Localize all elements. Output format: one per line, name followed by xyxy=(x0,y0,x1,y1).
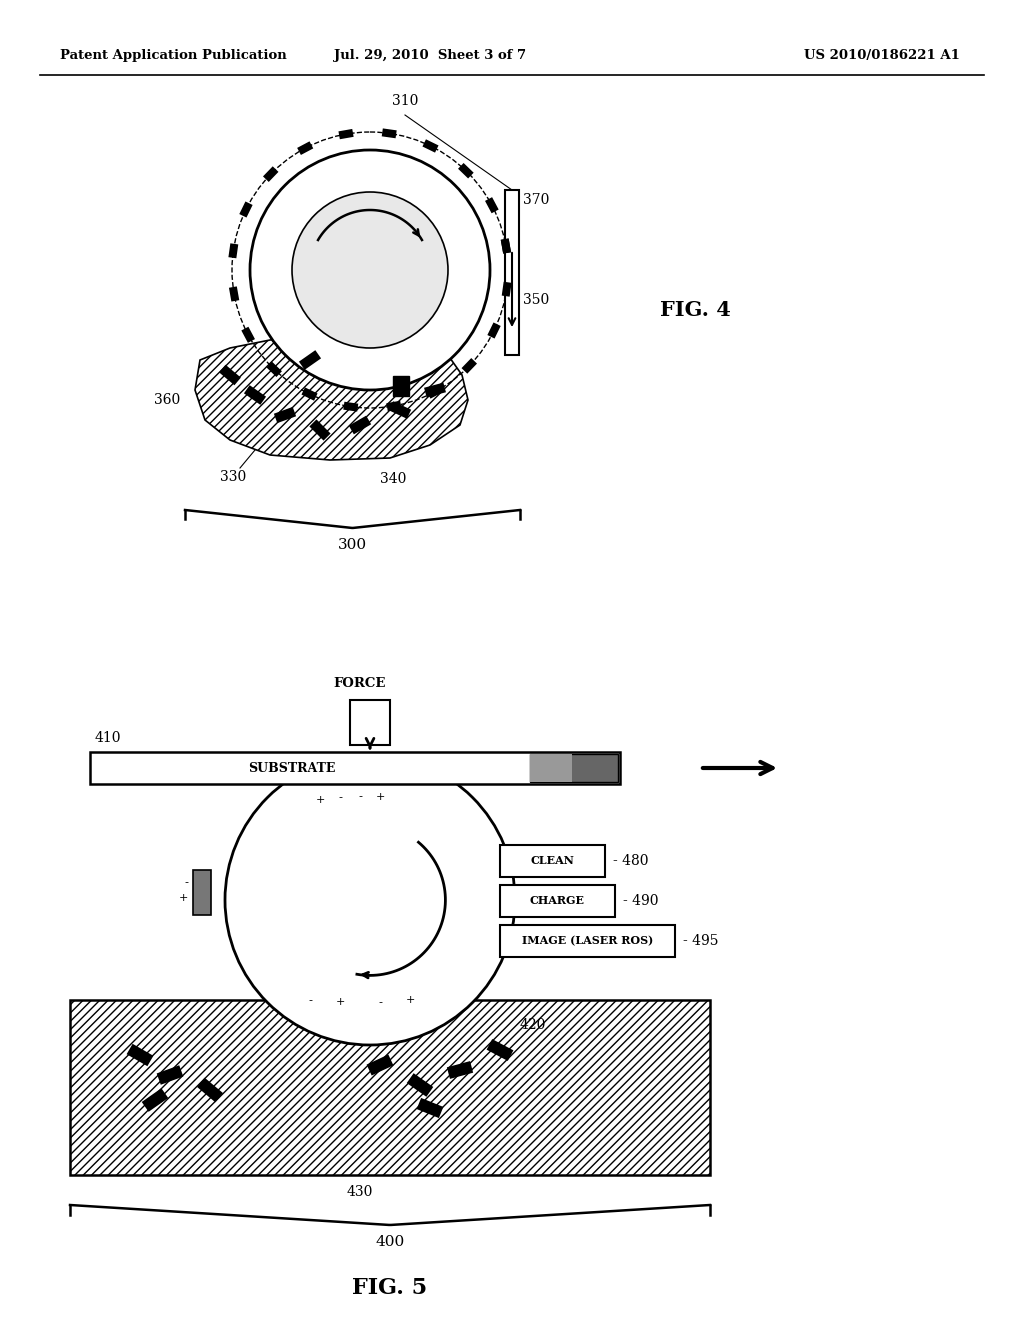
Bar xyxy=(530,754,618,781)
Text: +: + xyxy=(406,995,415,1005)
Bar xyxy=(228,243,239,259)
Bar xyxy=(500,884,615,917)
Bar xyxy=(263,166,279,182)
Bar xyxy=(382,128,396,139)
Text: 460: 460 xyxy=(425,1010,452,1024)
Text: 350: 350 xyxy=(523,293,549,308)
Text: Patent Application Publication: Patent Application Publication xyxy=(60,49,287,62)
Text: +: + xyxy=(376,792,385,803)
Bar xyxy=(343,401,358,412)
Text: -: - xyxy=(338,792,342,803)
Text: CHARGE: CHARGE xyxy=(530,895,585,907)
Text: -: - xyxy=(308,995,312,1005)
Bar xyxy=(244,385,266,405)
Bar xyxy=(70,1001,710,1175)
Bar xyxy=(530,754,572,781)
Bar xyxy=(90,752,620,784)
Text: 430: 430 xyxy=(347,1185,373,1199)
Bar xyxy=(462,358,477,374)
Bar xyxy=(297,141,313,154)
Bar xyxy=(141,1088,168,1111)
Text: 300: 300 xyxy=(338,539,367,552)
Text: 310: 310 xyxy=(392,94,418,108)
Bar xyxy=(501,239,511,253)
Bar xyxy=(407,1073,433,1097)
Bar xyxy=(339,129,353,139)
Circle shape xyxy=(225,755,515,1045)
Bar xyxy=(240,202,253,218)
Bar xyxy=(229,286,240,301)
Bar xyxy=(446,1061,473,1078)
Text: +: + xyxy=(178,894,188,903)
Bar xyxy=(299,350,322,370)
Bar xyxy=(423,140,438,153)
Bar xyxy=(393,376,409,396)
Bar xyxy=(197,1077,223,1102)
Bar xyxy=(219,364,241,385)
Bar xyxy=(500,845,605,876)
Text: 360: 360 xyxy=(154,393,180,407)
Polygon shape xyxy=(195,335,468,459)
Bar xyxy=(350,700,390,744)
Bar xyxy=(487,322,501,338)
Bar xyxy=(424,383,446,397)
Bar xyxy=(500,925,675,957)
Text: 370: 370 xyxy=(523,193,549,207)
Text: - 495: - 495 xyxy=(683,935,719,948)
Bar xyxy=(417,1098,443,1118)
Bar xyxy=(427,385,442,399)
Bar xyxy=(193,870,211,915)
Text: 470: 470 xyxy=(390,796,417,810)
Text: Jul. 29, 2010  Sheet 3 of 7: Jul. 29, 2010 Sheet 3 of 7 xyxy=(334,49,526,62)
Circle shape xyxy=(292,191,449,348)
Text: 410: 410 xyxy=(95,731,122,744)
Text: -: - xyxy=(184,876,188,887)
Bar xyxy=(349,416,371,434)
Bar xyxy=(309,420,331,441)
Bar xyxy=(389,401,412,418)
Text: CLEAN: CLEAN xyxy=(530,855,574,866)
Bar xyxy=(505,190,519,355)
Text: SUBSTRATE: SUBSTRATE xyxy=(248,762,335,775)
Text: FORCE: FORCE xyxy=(334,677,386,690)
Text: - 480: - 480 xyxy=(613,854,648,869)
Bar xyxy=(386,401,401,411)
Text: FIG. 5: FIG. 5 xyxy=(352,1276,428,1299)
Text: - 490: - 490 xyxy=(623,894,658,908)
Text: 330: 330 xyxy=(220,470,246,484)
Bar xyxy=(367,1055,393,1076)
Bar xyxy=(127,1044,154,1067)
Bar xyxy=(266,362,282,378)
Bar xyxy=(157,1065,183,1085)
Text: -: - xyxy=(358,791,362,801)
Text: +: + xyxy=(315,795,325,805)
Bar xyxy=(502,281,512,297)
Text: 450: 450 xyxy=(380,965,407,979)
Bar xyxy=(301,387,317,401)
Text: -: - xyxy=(378,997,382,1007)
Text: 440: 440 xyxy=(310,923,337,937)
Bar xyxy=(273,407,296,424)
Text: +: + xyxy=(335,997,345,1007)
Bar xyxy=(458,162,474,178)
Text: FIG. 4: FIG. 4 xyxy=(660,300,731,319)
Bar xyxy=(486,1039,513,1061)
Circle shape xyxy=(250,150,490,389)
Bar xyxy=(242,327,255,343)
Bar xyxy=(485,197,499,214)
Text: 400: 400 xyxy=(376,1236,404,1249)
Text: 320: 320 xyxy=(265,293,291,308)
Text: 420: 420 xyxy=(520,1018,547,1032)
Text: 340: 340 xyxy=(380,473,407,486)
Bar xyxy=(501,239,511,253)
Text: IMAGE (LASER ROS): IMAGE (LASER ROS) xyxy=(522,936,653,946)
Text: US 2010/0186221 A1: US 2010/0186221 A1 xyxy=(804,49,961,62)
